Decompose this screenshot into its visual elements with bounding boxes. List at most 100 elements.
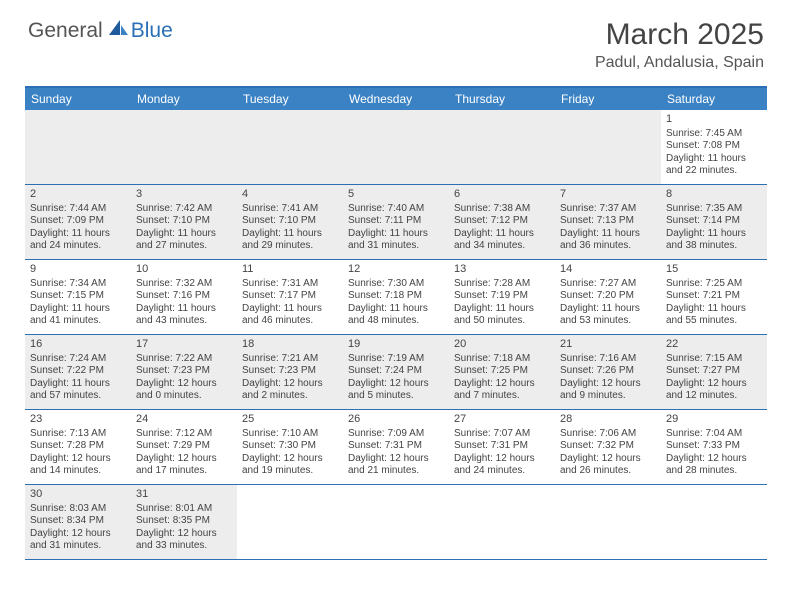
day-cell: 11Sunrise: 7:31 AMSunset: 7:17 PMDayligh…	[237, 260, 343, 334]
sunset-text: Sunset: 7:27 PM	[666, 365, 762, 378]
day-number: 18	[242, 338, 338, 352]
sunrise-text: Sunrise: 7:45 AM	[666, 128, 762, 141]
day-cell: 15Sunrise: 7:25 AMSunset: 7:21 PMDayligh…	[661, 260, 767, 334]
daylight-text: Daylight: 11 hours and 24 minutes.	[30, 228, 126, 253]
day-cell: 2Sunrise: 7:44 AMSunset: 7:09 PMDaylight…	[25, 185, 131, 259]
empty-cell	[449, 485, 555, 559]
sunset-text: Sunset: 8:34 PM	[30, 515, 126, 528]
sunset-text: Sunset: 7:26 PM	[560, 365, 656, 378]
day-cell: 29Sunrise: 7:04 AMSunset: 7:33 PMDayligh…	[661, 410, 767, 484]
daylight-text: Daylight: 11 hours and 57 minutes.	[30, 378, 126, 403]
sunset-text: Sunset: 7:31 PM	[454, 440, 550, 453]
day-number: 6	[454, 188, 550, 202]
day-cell: 31Sunrise: 8:01 AMSunset: 8:35 PMDayligh…	[131, 485, 237, 559]
sunrise-text: Sunrise: 7:04 AM	[666, 428, 762, 441]
day-cell: 22Sunrise: 7:15 AMSunset: 7:27 PMDayligh…	[661, 335, 767, 409]
day-number: 14	[560, 263, 656, 277]
sunrise-text: Sunrise: 7:15 AM	[666, 353, 762, 366]
day-number: 28	[560, 413, 656, 427]
sunrise-text: Sunrise: 7:10 AM	[242, 428, 338, 441]
daylight-text: Daylight: 12 hours and 31 minutes.	[30, 528, 126, 553]
day-cell: 26Sunrise: 7:09 AMSunset: 7:31 PMDayligh…	[343, 410, 449, 484]
daylight-text: Daylight: 12 hours and 33 minutes.	[136, 528, 232, 553]
brand-right: Blue	[131, 19, 173, 43]
weekday-header: Monday	[131, 88, 237, 110]
daylight-text: Daylight: 12 hours and 0 minutes.	[136, 378, 232, 403]
sunrise-text: Sunrise: 7:27 AM	[560, 278, 656, 291]
day-number: 7	[560, 188, 656, 202]
daylight-text: Daylight: 11 hours and 46 minutes.	[242, 303, 338, 328]
brand-left: General	[28, 19, 103, 43]
sunrise-text: Sunrise: 7:41 AM	[242, 203, 338, 216]
day-cell: 17Sunrise: 7:22 AMSunset: 7:23 PMDayligh…	[131, 335, 237, 409]
daylight-text: Daylight: 11 hours and 41 minutes.	[30, 303, 126, 328]
day-cell: 23Sunrise: 7:13 AMSunset: 7:28 PMDayligh…	[25, 410, 131, 484]
daylight-text: Daylight: 11 hours and 31 minutes.	[348, 228, 444, 253]
week-row: 1Sunrise: 7:45 AMSunset: 7:08 PMDaylight…	[25, 110, 767, 185]
day-cell: 4Sunrise: 7:41 AMSunset: 7:10 PMDaylight…	[237, 185, 343, 259]
sunset-text: Sunset: 8:35 PM	[136, 515, 232, 528]
day-number: 8	[666, 188, 762, 202]
sunrise-text: Sunrise: 7:40 AM	[348, 203, 444, 216]
daylight-text: Daylight: 12 hours and 21 minutes.	[348, 453, 444, 478]
empty-cell	[237, 110, 343, 184]
day-cell: 7Sunrise: 7:37 AMSunset: 7:13 PMDaylight…	[555, 185, 661, 259]
day-cell: 8Sunrise: 7:35 AMSunset: 7:14 PMDaylight…	[661, 185, 767, 259]
brand-sail-icon	[107, 18, 129, 43]
day-number: 15	[666, 263, 762, 277]
sunset-text: Sunset: 7:33 PM	[666, 440, 762, 453]
weekday-header: Tuesday	[237, 88, 343, 110]
day-cell: 6Sunrise: 7:38 AMSunset: 7:12 PMDaylight…	[449, 185, 555, 259]
daylight-text: Daylight: 11 hours and 27 minutes.	[136, 228, 232, 253]
sunrise-text: Sunrise: 7:07 AM	[454, 428, 550, 441]
sunrise-text: Sunrise: 7:24 AM	[30, 353, 126, 366]
sunrise-text: Sunrise: 7:38 AM	[454, 203, 550, 216]
sunset-text: Sunset: 7:19 PM	[454, 290, 550, 303]
day-cell: 13Sunrise: 7:28 AMSunset: 7:19 PMDayligh…	[449, 260, 555, 334]
day-number: 19	[348, 338, 444, 352]
day-number: 21	[560, 338, 656, 352]
sunset-text: Sunset: 7:28 PM	[30, 440, 126, 453]
daylight-text: Daylight: 12 hours and 5 minutes.	[348, 378, 444, 403]
sunrise-text: Sunrise: 8:01 AM	[136, 503, 232, 516]
daylight-text: Daylight: 12 hours and 24 minutes.	[454, 453, 550, 478]
sunset-text: Sunset: 7:17 PM	[242, 290, 338, 303]
empty-cell	[25, 110, 131, 184]
daylight-text: Daylight: 12 hours and 12 minutes.	[666, 378, 762, 403]
empty-cell	[555, 110, 661, 184]
day-number: 12	[348, 263, 444, 277]
weekday-header: Sunday	[25, 88, 131, 110]
empty-cell	[343, 110, 449, 184]
day-number: 4	[242, 188, 338, 202]
week-row: 23Sunrise: 7:13 AMSunset: 7:28 PMDayligh…	[25, 410, 767, 485]
sunrise-text: Sunrise: 7:06 AM	[560, 428, 656, 441]
daylight-text: Daylight: 11 hours and 22 minutes.	[666, 153, 762, 178]
day-cell: 20Sunrise: 7:18 AMSunset: 7:25 PMDayligh…	[449, 335, 555, 409]
weekday-header: Thursday	[449, 88, 555, 110]
sunset-text: Sunset: 7:14 PM	[666, 215, 762, 228]
day-cell: 30Sunrise: 8:03 AMSunset: 8:34 PMDayligh…	[25, 485, 131, 559]
day-number: 23	[30, 413, 126, 427]
day-number: 26	[348, 413, 444, 427]
sunset-text: Sunset: 7:32 PM	[560, 440, 656, 453]
week-row: 2Sunrise: 7:44 AMSunset: 7:09 PMDaylight…	[25, 185, 767, 260]
day-number: 2	[30, 188, 126, 202]
day-number: 11	[242, 263, 338, 277]
day-cell: 10Sunrise: 7:32 AMSunset: 7:16 PMDayligh…	[131, 260, 237, 334]
day-cell: 9Sunrise: 7:34 AMSunset: 7:15 PMDaylight…	[25, 260, 131, 334]
daylight-text: Daylight: 12 hours and 17 minutes.	[136, 453, 232, 478]
day-number: 22	[666, 338, 762, 352]
day-cell: 5Sunrise: 7:40 AMSunset: 7:11 PMDaylight…	[343, 185, 449, 259]
weekday-header: Saturday	[661, 88, 767, 110]
daylight-text: Daylight: 11 hours and 50 minutes.	[454, 303, 550, 328]
brand-logo: General Blue	[28, 18, 173, 43]
calendar-table: SundayMondayTuesdayWednesdayThursdayFrid…	[25, 86, 767, 560]
day-cell: 19Sunrise: 7:19 AMSunset: 7:24 PMDayligh…	[343, 335, 449, 409]
sunset-text: Sunset: 7:10 PM	[242, 215, 338, 228]
sunset-text: Sunset: 7:15 PM	[30, 290, 126, 303]
sunrise-text: Sunrise: 7:44 AM	[30, 203, 126, 216]
day-cell: 14Sunrise: 7:27 AMSunset: 7:20 PMDayligh…	[555, 260, 661, 334]
sunset-text: Sunset: 7:10 PM	[136, 215, 232, 228]
day-number: 5	[348, 188, 444, 202]
day-cell: 25Sunrise: 7:10 AMSunset: 7:30 PMDayligh…	[237, 410, 343, 484]
